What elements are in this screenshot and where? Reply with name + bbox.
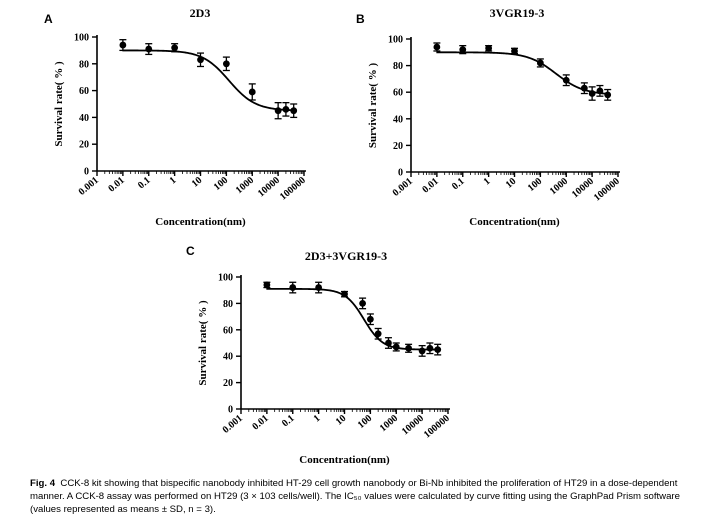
y-tick-label: 100 [218,273,233,284]
y-tick-label: 40 [79,113,89,124]
data-point [290,107,298,115]
chart-title: 2D3+3VGR19-3 [305,249,387,263]
y-tick-label: 0 [84,167,89,178]
x-tick-label: 0.01 [250,413,270,433]
data-point [426,344,434,352]
x-tick-label: 1000 [378,413,400,434]
x-tick-label: 100000 [278,175,308,203]
data-point [392,343,400,351]
x-tick-label: 0.1 [280,413,297,429]
caption-text: CCK-8 kit showing that bispecific nanobo… [30,478,680,515]
fit-curve [266,287,439,351]
data-point [274,107,282,115]
data-point [341,290,348,298]
y-tick-label: 20 [223,378,233,389]
x-tick-label: 0.001 [221,413,245,436]
data-point [434,346,442,353]
data-point [359,300,366,307]
x-tick-label: 100 [526,176,545,194]
y-tick-label: 80 [223,299,233,310]
data-point [485,44,493,52]
y-tick-label: 40 [223,352,233,363]
data-point [171,44,179,52]
x-tick-label: 1 [168,175,179,187]
panel-label: B [356,12,365,26]
panel-label: A [44,12,53,26]
figure-caption: Fig. 4 CCK-8 kit showing that bispecific… [30,477,695,516]
y-axis-label: Survival rate( % ) [53,61,65,147]
x-tick-label: 0.1 [136,175,153,191]
x-tick-label: 10 [334,413,349,428]
fit-curve [122,49,295,112]
x-tick-label: 1000 [548,176,570,197]
data-point [459,46,467,54]
data-point [197,56,204,64]
y-axis-label: Survival rate( % ) [367,63,379,149]
data-point [385,339,392,347]
data-point [263,281,271,289]
data-point [282,105,290,113]
y-tick-label: 0 [228,405,233,416]
y-tick-label: 20 [79,140,89,151]
data-point [604,91,612,99]
fit-curve [436,51,609,95]
data-point [119,41,127,49]
x-tick-label: 0.01 [106,175,126,195]
y-tick-label: 100 [388,35,403,46]
data-point [536,59,544,67]
data-point [588,90,596,97]
x-tick-label: 100000 [422,413,452,441]
x-axis-label: Concentration(nm) [299,454,390,466]
y-tick-label: 100 [74,33,89,44]
panel-label: C [186,244,195,258]
x-tick-label: 10 [190,175,205,190]
data-point [145,45,153,53]
y-tick-label: 0 [398,168,403,179]
x-tick-label: 0.01 [420,176,440,196]
x-tick-label: 100000 [592,176,622,204]
y-tick-label: 40 [393,114,403,125]
x-tick-label: 1 [312,413,323,425]
data-point [289,284,297,291]
y-tick-label: 60 [393,88,403,99]
y-tick-label: 80 [79,59,89,70]
data-point [433,43,441,51]
data-point [562,76,570,84]
data-point [222,60,230,68]
data-point [315,284,323,291]
y-axis-label: Survival rate( % ) [197,300,209,386]
x-tick-label: 1 [482,176,493,188]
y-tick-label: 60 [223,325,233,336]
data-point [405,344,412,352]
y-tick-label: 20 [393,141,403,152]
x-axis-label: Concentration(nm) [155,216,246,228]
chart-panel-c: C 2D3+3VGR19-3 0 20 40 60 80 100 0.001 0.01 0.1 1 10… [186,244,452,466]
data-point [596,87,604,95]
chart-title: 3VGR19-3 [490,6,545,20]
data-point [248,88,256,96]
x-tick-label: 10 [504,176,519,191]
x-tick-label: 0.001 [77,175,101,198]
data-point [374,330,382,338]
x-tick-label: 100 [356,413,375,431]
y-tick-label: 60 [79,86,89,97]
caption-label: Fig. 4 [30,478,56,489]
data-point [366,315,374,323]
x-tick-label: 1000 [234,175,256,196]
x-axis-label: Concentration(nm) [469,216,560,228]
y-tick-label: 80 [393,61,403,72]
x-tick-label: 0.001 [391,176,415,199]
data-point [418,347,426,355]
data-point [511,47,518,55]
x-tick-label: 0.1 [450,176,467,192]
data-point [580,84,588,92]
chart-title: 2D3 [190,6,211,20]
x-tick-label: 100 [212,175,231,193]
